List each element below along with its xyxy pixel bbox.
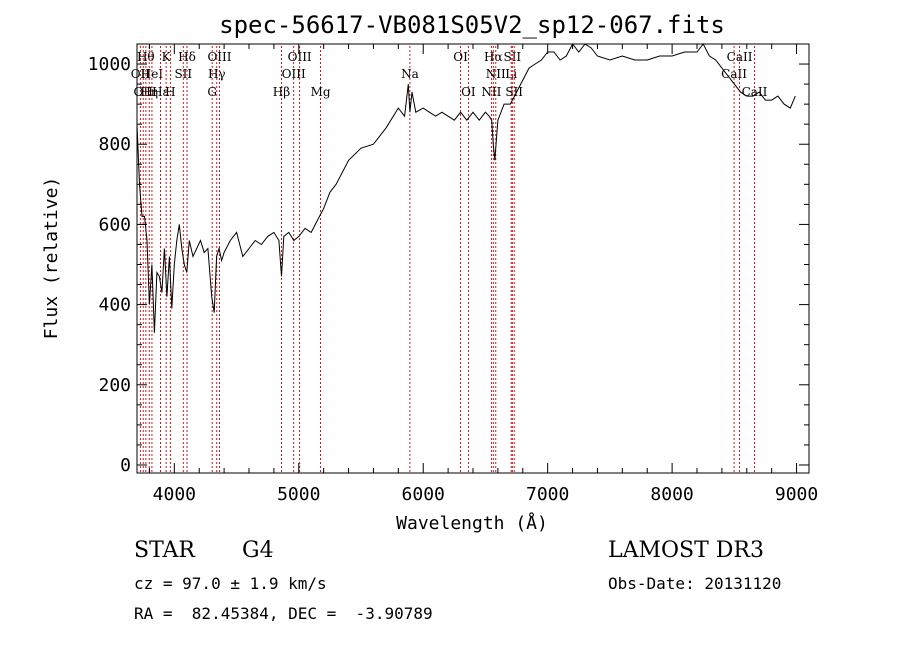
- y-axis-label: Flux (relative): [41, 177, 62, 340]
- obs-date: Obs-Date: 20131120: [608, 574, 782, 593]
- line-marker-label: Hγ: [208, 67, 226, 81]
- line-marker-label: Na: [401, 67, 419, 81]
- y-tick-label: 800: [98, 134, 131, 155]
- x-tick-label: 5000: [277, 484, 320, 505]
- line-marker-label: SII: [174, 67, 192, 81]
- line-marker-label: CaII: [742, 85, 768, 99]
- x-axis-label: Wavelength (Å): [396, 512, 548, 534]
- y-tick-label: 600: [98, 214, 131, 235]
- plot-frame: [136, 43, 810, 474]
- y-axis: 0 200 400 600 800 1000: [88, 54, 809, 476]
- line-marker-label: Li: [505, 67, 517, 81]
- line-marker-label: H: [165, 85, 175, 99]
- line-marker-label: K: [162, 50, 172, 64]
- line-marker-label: Hθ: [137, 50, 155, 64]
- line-marker-label: OI: [453, 50, 468, 64]
- coordinates: RA = 82.45384, DEC = -3.90789: [134, 604, 433, 623]
- line-markers: OII OII Hθ Hη HeI Hε K H SII Hδ G Hγ OIII Hβ OIII OIII M…: [131, 46, 768, 473]
- x-tick-label: 6000: [402, 484, 445, 505]
- line-marker-label: CaII: [721, 67, 747, 81]
- spectrum-series: [136, 43, 796, 333]
- y-tick-label: 1000: [88, 54, 131, 75]
- line-marker-label: Hε: [152, 85, 169, 99]
- x-tick-label: 7000: [526, 484, 569, 505]
- redshift-line: cz = 97.0 ± 1.9 km/s: [134, 574, 327, 593]
- line-marker-label: Hη: [140, 85, 158, 99]
- x-axis: 4000 5000 6000 7000 8000 9000: [148, 44, 818, 505]
- line-marker-label: OIII: [207, 50, 231, 64]
- x-tick-label: 9000: [775, 484, 818, 505]
- x-tick-label: 8000: [650, 484, 693, 505]
- survey-label: LAMOST DR3: [608, 538, 764, 563]
- line-marker-label: Mg: [311, 85, 331, 99]
- line-marker-label: Hδ: [178, 50, 196, 64]
- line-marker-label: G: [207, 85, 217, 99]
- line-marker-label: Hα: [484, 50, 503, 64]
- line-marker-label: NII: [486, 67, 506, 81]
- x-tick-label: 4000: [153, 484, 196, 505]
- y-tick-label: 200: [98, 375, 131, 396]
- line-marker-label: NII: [481, 85, 501, 99]
- line-marker-label: OI: [461, 85, 476, 99]
- line-marker-label: Hβ: [273, 85, 290, 99]
- line-marker-label: OII: [134, 85, 154, 99]
- line-marker-label: OII: [131, 67, 151, 81]
- line-marker-label: OIII: [288, 50, 312, 64]
- line-marker-label: CaII: [727, 50, 753, 64]
- line-marker-label: HeI: [141, 67, 164, 81]
- y-tick-label: 0: [120, 455, 131, 476]
- class-label: STAR: [134, 538, 195, 563]
- y-tick-label: 400: [98, 295, 131, 316]
- subclass-label: G4: [242, 538, 274, 563]
- chart-title: spec-56617-VB081S05V2_sp12-067.fits: [219, 11, 725, 39]
- line-marker-label: SII: [503, 50, 521, 64]
- line-marker-label: OIII: [282, 67, 306, 81]
